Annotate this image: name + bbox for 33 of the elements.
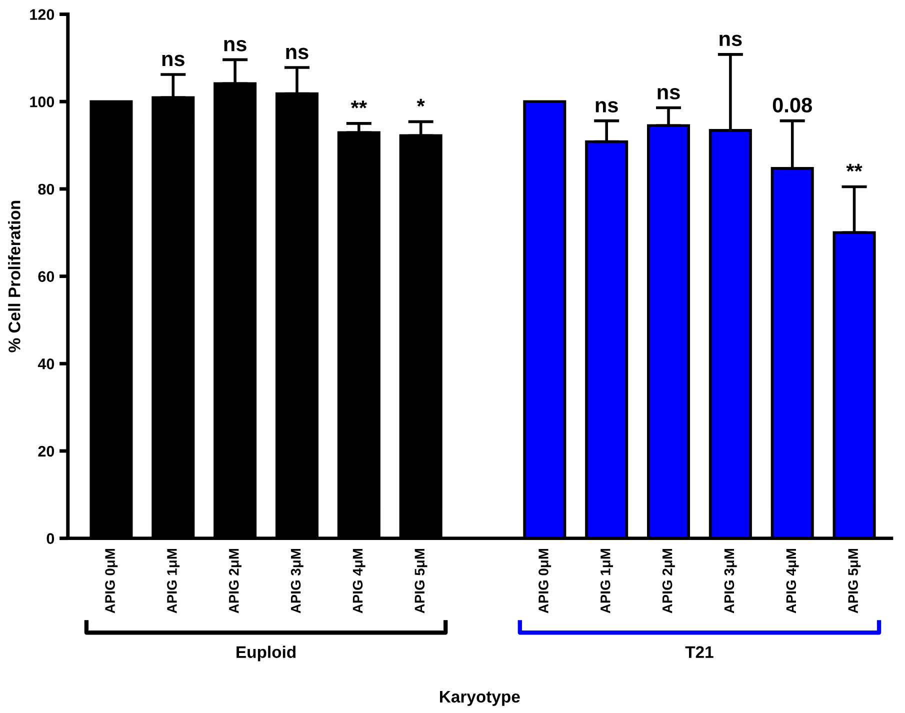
annotation: * [416,98,425,107]
y-axis-title: % Cell Proliferation [8,200,20,352]
x-tick-label: APIG 3μM [290,548,304,614]
x-axis-title: Karyotype [440,690,520,706]
x-tick-label: APIG 1μM [600,548,613,614]
y-tick-label: 0 [46,533,54,544]
x-tick-label: APIG 0μM [105,548,118,614]
annotation: ns [224,40,246,52]
annotation: ** [846,164,862,172]
y-tick-label: 120 [30,9,54,20]
x-tick-label: APIG 5μM [414,548,428,614]
annotation: 0.08 [772,98,812,113]
x-tick-label: APIG 0μM [538,548,552,614]
x-tick-label: APIG 5μM [848,548,861,614]
annotation: ns [658,88,680,100]
x-tick-label: APIG 1μM [167,548,180,614]
x-tick-label: APIG 2μM [662,548,675,614]
y-tick-label: 20 [38,446,54,457]
annotation: ** [350,100,367,108]
x-tick-label: APIG 4μM [786,548,799,614]
y-tick-label: 60 [38,271,54,282]
annotation: ns [596,101,618,113]
x-tick-label: APIG 4μM [352,548,366,614]
text: T21 [685,646,714,658]
x-tick-label: APIG 3μM [724,548,737,614]
annotation: ns [162,54,184,66]
x-tick-label: APIG 2μM [228,548,242,614]
annotation: ns [720,34,742,46]
y-tick-label: 100 [30,96,54,108]
y-tick-label: 40 [38,358,54,370]
text: Euploid [236,646,296,662]
y-tick-label: 80 [38,184,54,195]
annotation: ns [286,48,308,60]
